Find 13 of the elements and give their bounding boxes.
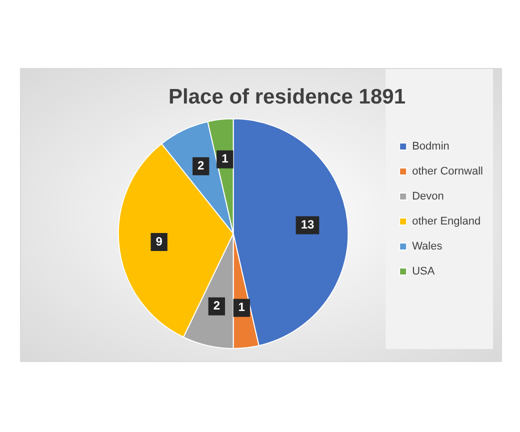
legend-label: other England bbox=[412, 216, 481, 228]
legend-label: other Cornwall bbox=[412, 166, 483, 178]
legend-label: Bodmin bbox=[412, 140, 450, 153]
data-label: 2 bbox=[213, 298, 220, 313]
data-label: 13 bbox=[300, 218, 314, 232]
data-label: 2 bbox=[198, 158, 205, 173]
data-label: 1 bbox=[222, 152, 229, 166]
legend-label: Wales bbox=[412, 240, 443, 253]
data-label: 1 bbox=[238, 300, 246, 314]
text: Place of residence 1891 bbox=[168, 85, 406, 108]
legend-label: USA bbox=[412, 266, 436, 278]
legend-label: Devon bbox=[412, 190, 444, 203]
data-label: 9 bbox=[156, 234, 163, 248]
